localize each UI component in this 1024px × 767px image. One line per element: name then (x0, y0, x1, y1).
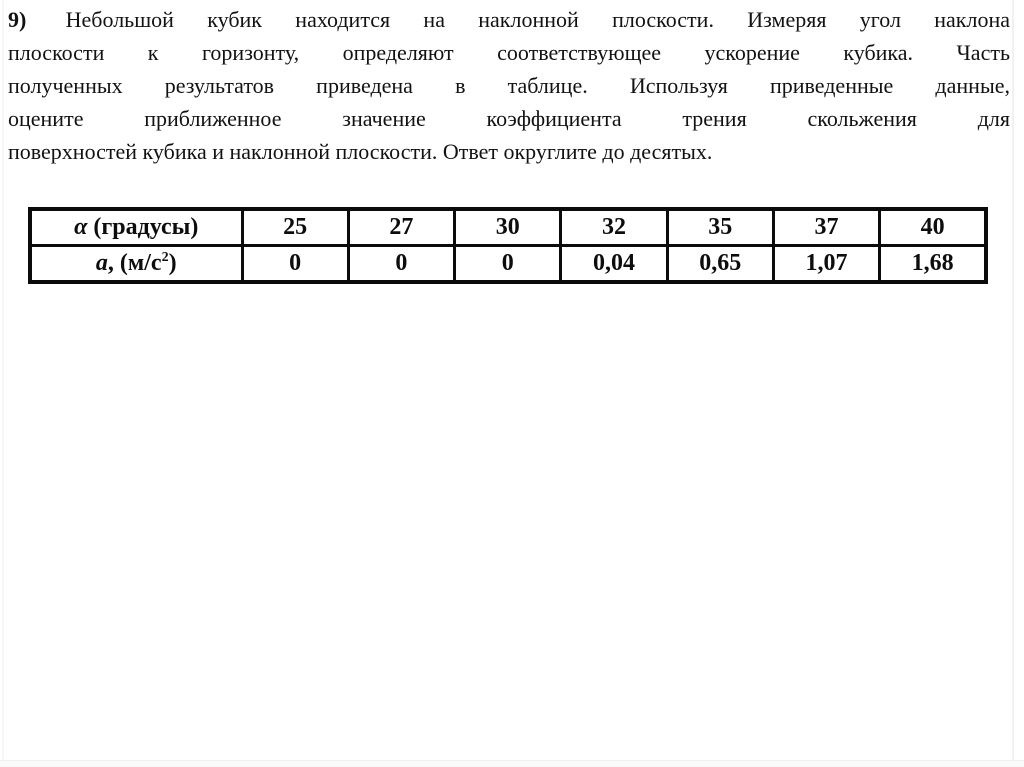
problem-line: 9) Небольшой кубик находится на наклонно… (8, 3, 1010, 36)
acceleration-value-cell: 0 (453, 244, 563, 284)
problem-line: плоскости к горизонту, определяют соотве… (8, 40, 1010, 65)
angle-row-label: α (градусы) (28, 207, 244, 247)
bottom-strip (0, 760, 1024, 767)
angle-value-cell: 25 (240, 207, 350, 247)
acceleration-value-cell: 0 (346, 244, 457, 284)
problem-number: 9) (8, 7, 27, 32)
problem-statement: 9) Небольшой кубик находится на наклонно… (8, 3, 1010, 168)
acceleration-value-cell: 1,68 (878, 244, 988, 284)
angle-value-cell: 40 (878, 207, 988, 247)
acceleration-row-unit-pre: , (м/с (107, 250, 162, 276)
angle-value-cell: 32 (559, 207, 669, 247)
problem-line: поверхностей кубика и наклонной плоскост… (8, 139, 713, 164)
acceleration-value-cell: 0 (240, 244, 350, 284)
table-row-angles: α (градусы) 25 27 30 32 35 37 40 (28, 207, 988, 247)
problem-line: полученных результатов приведена в табли… (8, 73, 1010, 98)
acceleration-unit-superscript: 2 (161, 250, 169, 265)
a-symbol: a (95, 250, 108, 276)
angle-row-unit: (градусы) (87, 214, 199, 240)
angle-value-cell: 27 (346, 207, 457, 247)
acceleration-value-cell: 0,65 (665, 244, 775, 284)
acceleration-value-cell: 1,07 (771, 244, 882, 284)
angle-value-cell: 30 (453, 207, 563, 247)
problem-line: оцените приближенное значение коэффициен… (8, 106, 1010, 131)
problem-line-text: Небольшой кубик находится на наклонной п… (32, 7, 1010, 32)
acceleration-row-label: a, (м/с2) (28, 244, 244, 284)
page-edge-left (2, 0, 4, 767)
table-row-accelerations: a, (м/с2) 0 0 0 0,04 0,65 1,07 1,68 (28, 244, 988, 284)
results-table: α (градусы) 25 27 30 32 35 37 40 a, (м/с… (28, 207, 988, 284)
acceleration-row-unit-post: ) (168, 250, 177, 276)
angle-value-cell: 37 (771, 207, 882, 247)
alpha-symbol: α (74, 214, 88, 240)
acceleration-value-cell: 0,04 (559, 244, 669, 284)
angle-value-cell: 35 (665, 207, 775, 247)
page-edge-right (1012, 0, 1014, 767)
